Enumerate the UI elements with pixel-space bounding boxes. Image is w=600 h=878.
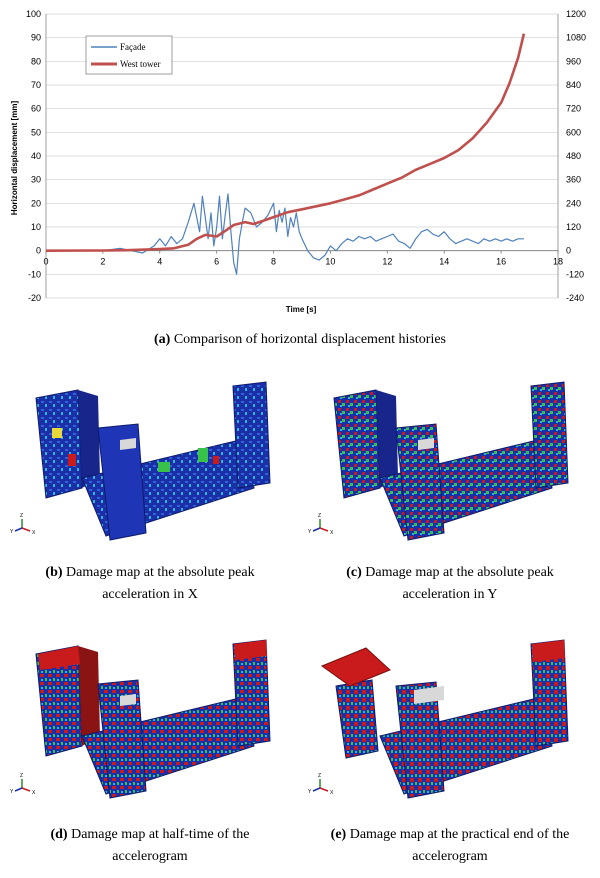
x-tick-label: 8 <box>271 257 276 267</box>
left-tick-label: 80 <box>31 56 41 66</box>
triad-z: Z <box>20 773 23 779</box>
caption-e-label: (e) <box>330 827 347 842</box>
caption-d-label: (d) <box>50 827 68 842</box>
left-tick-label: 90 <box>31 33 41 43</box>
series-line-west-tower <box>45 33 526 252</box>
triad-z: Z <box>318 513 321 519</box>
caption-d-line1: Damage map at half-time of the <box>71 827 250 842</box>
left-tick-label: 20 <box>31 198 41 208</box>
legend-entry-facade: Façade <box>120 42 145 52</box>
x-axis-label: Time [s] <box>286 305 317 314</box>
x-axis: 0 2 4 6 8 10 12 14 16 18 <box>43 250 563 267</box>
x-tick-label: 4 <box>157 257 162 267</box>
axis-triad-icon: Y Z X <box>308 513 334 536</box>
damage-map-c: Y Z X <box>308 381 569 541</box>
caption-c-line1: Damage map at the absolute peak <box>365 565 554 580</box>
right-tick-label: -240 <box>566 293 584 303</box>
caption-c-label: (c) <box>346 565 362 580</box>
building-model <box>333 381 569 541</box>
right-tick-label: 480 <box>566 151 581 161</box>
building-model <box>35 639 271 799</box>
chart-legend: Façade West tower <box>85 35 173 75</box>
right-tick-label: 0 <box>566 246 571 256</box>
left-tick-label: 30 <box>31 175 41 185</box>
left-tick-label: 100 <box>26 9 41 19</box>
y-axis-label: Horizontal displacement [mm] <box>10 101 19 216</box>
right-tick-label: 1080 <box>566 33 586 43</box>
caption-a: (a) Comparison of horizontal displacemen… <box>0 329 600 351</box>
damage-map-d: Y Z X <box>10 639 271 799</box>
triad-z: Z <box>318 773 321 779</box>
caption-b: (b) Damage map at the absolute peak acce… <box>0 562 300 606</box>
caption-b-line2: acceleration in X <box>102 587 198 602</box>
triad-x: X <box>330 530 334 536</box>
damage-map-e: Y Z X <box>308 639 569 799</box>
right-tick-label: -120 <box>566 269 584 279</box>
caption-d-line2: accelerogram <box>112 849 188 864</box>
caption-e-line1: Damage map at the practical end of the <box>349 827 570 842</box>
triad-x: X <box>32 790 36 796</box>
x-tick-label: 16 <box>496 257 506 267</box>
building-model <box>35 381 271 541</box>
caption-e-line2: accelerogram <box>412 849 488 864</box>
x-tick-label: 6 <box>214 257 219 267</box>
axis-triad-icon: Y Z X <box>10 513 36 536</box>
caption-d: (d) Damage map at half-time of the accel… <box>0 824 300 868</box>
caption-e: (e) Damage map at the practical end of t… <box>300 824 600 868</box>
damage-map-b: Y Z X <box>10 381 271 541</box>
triad-y: Y <box>308 529 312 535</box>
caption-b-line1: Damage map at the absolute peak <box>66 565 255 580</box>
left-tick-label: 60 <box>31 104 41 114</box>
x-tick-label: 14 <box>439 257 449 267</box>
legend-entry-west-tower: West tower <box>120 59 161 69</box>
triad-x: X <box>330 790 334 796</box>
caption-c: (c) Damage map at the absolute peak acce… <box>300 562 600 606</box>
x-tick-label: 12 <box>382 257 392 267</box>
chart-series <box>45 33 526 275</box>
x-tick-label: 0 <box>43 257 48 267</box>
left-tick-label: 0 <box>36 246 41 256</box>
caption-a-text: Comparison of horizontal displacement hi… <box>173 332 446 347</box>
right-tick-label: 720 <box>566 104 581 114</box>
left-tick-label: -20 <box>28 293 41 303</box>
caption-a-label: (a) <box>154 332 171 347</box>
caption-c-line2: acceleration in Y <box>402 587 498 602</box>
triad-x: X <box>32 530 36 536</box>
right-tick-label: 240 <box>566 198 581 208</box>
building-model <box>320 639 569 799</box>
left-tick-label: 10 <box>31 222 41 232</box>
axis-triad-icon: Y Z X <box>10 773 36 796</box>
x-tick-label: 18 <box>553 257 563 267</box>
x-tick-label: 10 <box>325 257 335 267</box>
left-tick-label: 50 <box>31 127 41 137</box>
right-tick-label: 120 <box>566 222 581 232</box>
axis-triad-icon: Y Z X <box>308 773 334 796</box>
triad-y: Y <box>308 789 312 795</box>
right-tick-label: 360 <box>566 175 581 185</box>
triad-y: Y <box>10 789 14 795</box>
right-tick-label: 1200 <box>566 9 586 19</box>
right-tick-label: 960 <box>566 56 581 66</box>
left-tick-label: 40 <box>31 151 41 161</box>
right-tick-label: 600 <box>566 127 581 137</box>
caption-b-label: (b) <box>45 565 63 580</box>
right-tick-label: 840 <box>566 80 581 90</box>
right-y-axis: -240 -120 0 120 240 360 480 600 720 840 960 1080 120… <box>566 9 586 303</box>
left-tick-label: 70 <box>31 80 41 90</box>
left-y-axis: -20 -10 0 10 20 30 40 50 60 70 80 90 100 <box>26 9 41 303</box>
series-line-facade <box>46 193 524 275</box>
left-tick-label: -10 <box>28 269 41 279</box>
triad-y: Y <box>10 529 14 535</box>
triad-z: Z <box>20 513 23 519</box>
x-tick-label: 2 <box>100 257 105 267</box>
